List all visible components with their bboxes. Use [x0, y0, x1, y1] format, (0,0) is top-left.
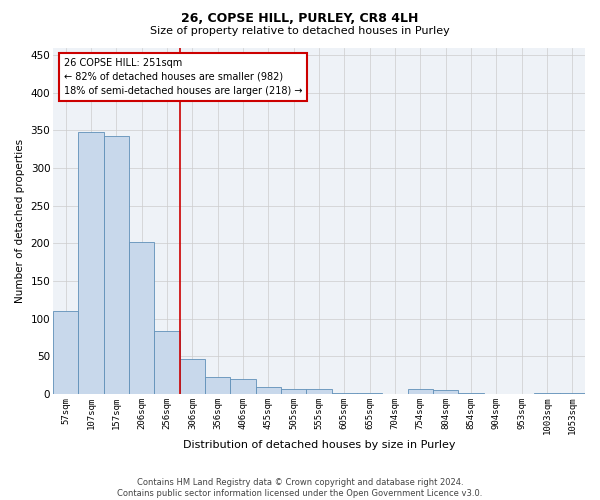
- Text: Size of property relative to detached houses in Purley: Size of property relative to detached ho…: [150, 26, 450, 36]
- Bar: [53, 311, 79, 394]
- Bar: [433, 390, 458, 394]
- X-axis label: Distribution of detached houses by size in Purley: Distribution of detached houses by size …: [183, 440, 455, 450]
- Text: 26, COPSE HILL, PURLEY, CR8 4LH: 26, COPSE HILL, PURLEY, CR8 4LH: [181, 12, 419, 26]
- Bar: [281, 389, 307, 394]
- Bar: [205, 376, 230, 394]
- Bar: [560, 392, 585, 394]
- Bar: [230, 379, 256, 394]
- Text: Contains HM Land Registry data © Crown copyright and database right 2024.
Contai: Contains HM Land Registry data © Crown c…: [118, 478, 482, 498]
- Bar: [256, 386, 281, 394]
- Bar: [154, 331, 180, 394]
- Bar: [104, 136, 129, 394]
- Bar: [180, 360, 205, 394]
- Bar: [79, 132, 104, 394]
- Text: 26 COPSE HILL: 251sqm
← 82% of detached houses are smaller (982)
18% of semi-det: 26 COPSE HILL: 251sqm ← 82% of detached …: [64, 58, 302, 96]
- Y-axis label: Number of detached properties: Number of detached properties: [15, 138, 25, 303]
- Bar: [407, 389, 433, 394]
- Bar: [535, 392, 560, 394]
- Bar: [307, 389, 332, 394]
- Bar: [332, 392, 357, 394]
- Bar: [129, 242, 154, 394]
